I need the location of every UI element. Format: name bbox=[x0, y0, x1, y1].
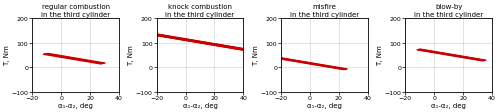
Title: regular combustion
in the third cylinder: regular combustion in the third cylinder bbox=[41, 4, 110, 17]
X-axis label: α₁-α₂, deg: α₁-α₂, deg bbox=[182, 102, 218, 108]
X-axis label: α₁-α₂, deg: α₁-α₂, deg bbox=[431, 102, 466, 108]
X-axis label: α₁-α₂, deg: α₁-α₂, deg bbox=[58, 102, 93, 108]
Y-axis label: T, Nm: T, Nm bbox=[253, 45, 259, 66]
Y-axis label: T, Nm: T, Nm bbox=[128, 45, 134, 66]
Title: blow-by
in the third cylinder: blow-by in the third cylinder bbox=[414, 4, 483, 17]
Y-axis label: T, Nm: T, Nm bbox=[377, 45, 383, 66]
X-axis label: α₁-α₂, deg: α₁-α₂, deg bbox=[307, 102, 342, 108]
Title: knock combustion
in the third cylinder: knock combustion in the third cylinder bbox=[166, 4, 234, 17]
Y-axis label: T, Nm: T, Nm bbox=[4, 45, 10, 66]
Title: misfire
in the third cylinder: misfire in the third cylinder bbox=[290, 4, 359, 17]
